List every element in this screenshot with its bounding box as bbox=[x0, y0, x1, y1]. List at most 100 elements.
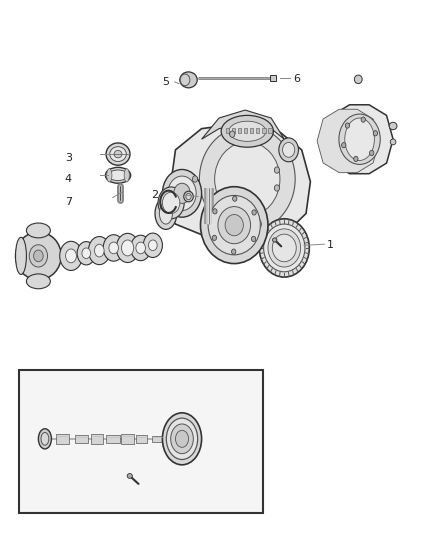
Text: 2: 2 bbox=[151, 190, 158, 200]
Ellipse shape bbox=[215, 142, 280, 216]
Ellipse shape bbox=[228, 209, 267, 239]
Polygon shape bbox=[317, 109, 379, 173]
Ellipse shape bbox=[171, 424, 193, 454]
Ellipse shape bbox=[95, 244, 104, 257]
Ellipse shape bbox=[116, 233, 139, 263]
Ellipse shape bbox=[361, 117, 365, 122]
Ellipse shape bbox=[184, 191, 193, 202]
Ellipse shape bbox=[342, 142, 346, 148]
Ellipse shape bbox=[26, 223, 50, 238]
Ellipse shape bbox=[339, 114, 380, 165]
Ellipse shape bbox=[186, 193, 191, 200]
Bar bbox=[106, 434, 120, 443]
Ellipse shape bbox=[131, 235, 151, 261]
Ellipse shape bbox=[162, 169, 201, 217]
Ellipse shape bbox=[274, 167, 279, 173]
Ellipse shape bbox=[103, 235, 124, 261]
Polygon shape bbox=[325, 105, 393, 174]
Ellipse shape bbox=[29, 245, 47, 267]
Ellipse shape bbox=[192, 176, 198, 182]
Ellipse shape bbox=[272, 234, 296, 262]
Ellipse shape bbox=[66, 249, 77, 263]
Ellipse shape bbox=[82, 248, 91, 259]
Ellipse shape bbox=[259, 219, 309, 277]
Ellipse shape bbox=[121, 240, 134, 256]
Ellipse shape bbox=[162, 192, 180, 214]
Ellipse shape bbox=[158, 187, 184, 219]
Ellipse shape bbox=[345, 123, 350, 128]
Ellipse shape bbox=[264, 224, 305, 272]
Ellipse shape bbox=[60, 241, 82, 270]
Ellipse shape bbox=[221, 115, 273, 147]
Bar bbox=[268, 127, 272, 133]
Ellipse shape bbox=[106, 143, 130, 165]
Ellipse shape bbox=[279, 138, 298, 162]
Bar bbox=[238, 127, 241, 133]
Ellipse shape bbox=[251, 236, 256, 241]
Ellipse shape bbox=[218, 207, 251, 244]
Bar bbox=[121, 434, 134, 443]
Text: 7: 7 bbox=[65, 197, 72, 207]
Ellipse shape bbox=[26, 274, 50, 289]
Bar bbox=[262, 127, 265, 133]
Ellipse shape bbox=[110, 147, 126, 161]
Ellipse shape bbox=[127, 473, 132, 478]
Ellipse shape bbox=[162, 413, 201, 465]
Ellipse shape bbox=[230, 131, 235, 138]
Text: 1: 1 bbox=[327, 240, 334, 251]
Ellipse shape bbox=[155, 198, 177, 229]
Ellipse shape bbox=[232, 249, 236, 254]
Ellipse shape bbox=[106, 167, 131, 183]
Bar bbox=[19, 370, 262, 513]
Ellipse shape bbox=[124, 168, 129, 182]
Ellipse shape bbox=[233, 196, 237, 201]
Ellipse shape bbox=[136, 242, 145, 254]
Ellipse shape bbox=[15, 232, 61, 280]
Ellipse shape bbox=[168, 176, 196, 211]
Text: 4: 4 bbox=[65, 174, 72, 184]
Ellipse shape bbox=[180, 72, 197, 88]
Ellipse shape bbox=[176, 430, 188, 447]
Ellipse shape bbox=[345, 118, 374, 160]
Ellipse shape bbox=[143, 233, 162, 257]
Ellipse shape bbox=[373, 131, 378, 136]
Ellipse shape bbox=[148, 240, 157, 251]
Bar bbox=[74, 434, 88, 443]
Ellipse shape bbox=[201, 187, 268, 264]
Ellipse shape bbox=[109, 242, 118, 254]
Ellipse shape bbox=[252, 210, 256, 215]
Ellipse shape bbox=[107, 168, 112, 182]
Ellipse shape bbox=[233, 215, 261, 233]
Ellipse shape bbox=[208, 196, 260, 255]
Ellipse shape bbox=[15, 237, 26, 274]
Bar bbox=[256, 127, 259, 133]
Ellipse shape bbox=[354, 156, 358, 161]
Ellipse shape bbox=[213, 209, 217, 214]
Bar bbox=[226, 127, 229, 133]
Ellipse shape bbox=[41, 432, 49, 445]
Ellipse shape bbox=[77, 241, 95, 265]
Bar bbox=[91, 433, 103, 444]
Ellipse shape bbox=[225, 215, 244, 236]
Ellipse shape bbox=[274, 185, 279, 191]
Bar bbox=[250, 127, 253, 133]
Ellipse shape bbox=[370, 150, 374, 156]
Polygon shape bbox=[167, 123, 311, 240]
Ellipse shape bbox=[159, 203, 173, 224]
Ellipse shape bbox=[88, 237, 110, 265]
Ellipse shape bbox=[230, 221, 235, 227]
Ellipse shape bbox=[229, 121, 266, 141]
Bar bbox=[136, 435, 147, 442]
Ellipse shape bbox=[354, 75, 362, 84]
Bar bbox=[270, 75, 276, 82]
Ellipse shape bbox=[212, 235, 216, 240]
Ellipse shape bbox=[166, 418, 198, 459]
Ellipse shape bbox=[268, 229, 300, 267]
Polygon shape bbox=[201, 110, 284, 139]
Bar bbox=[244, 127, 247, 133]
Bar bbox=[56, 434, 69, 443]
Ellipse shape bbox=[114, 150, 122, 158]
Ellipse shape bbox=[39, 429, 51, 449]
Ellipse shape bbox=[174, 183, 190, 204]
Bar bbox=[152, 435, 167, 442]
